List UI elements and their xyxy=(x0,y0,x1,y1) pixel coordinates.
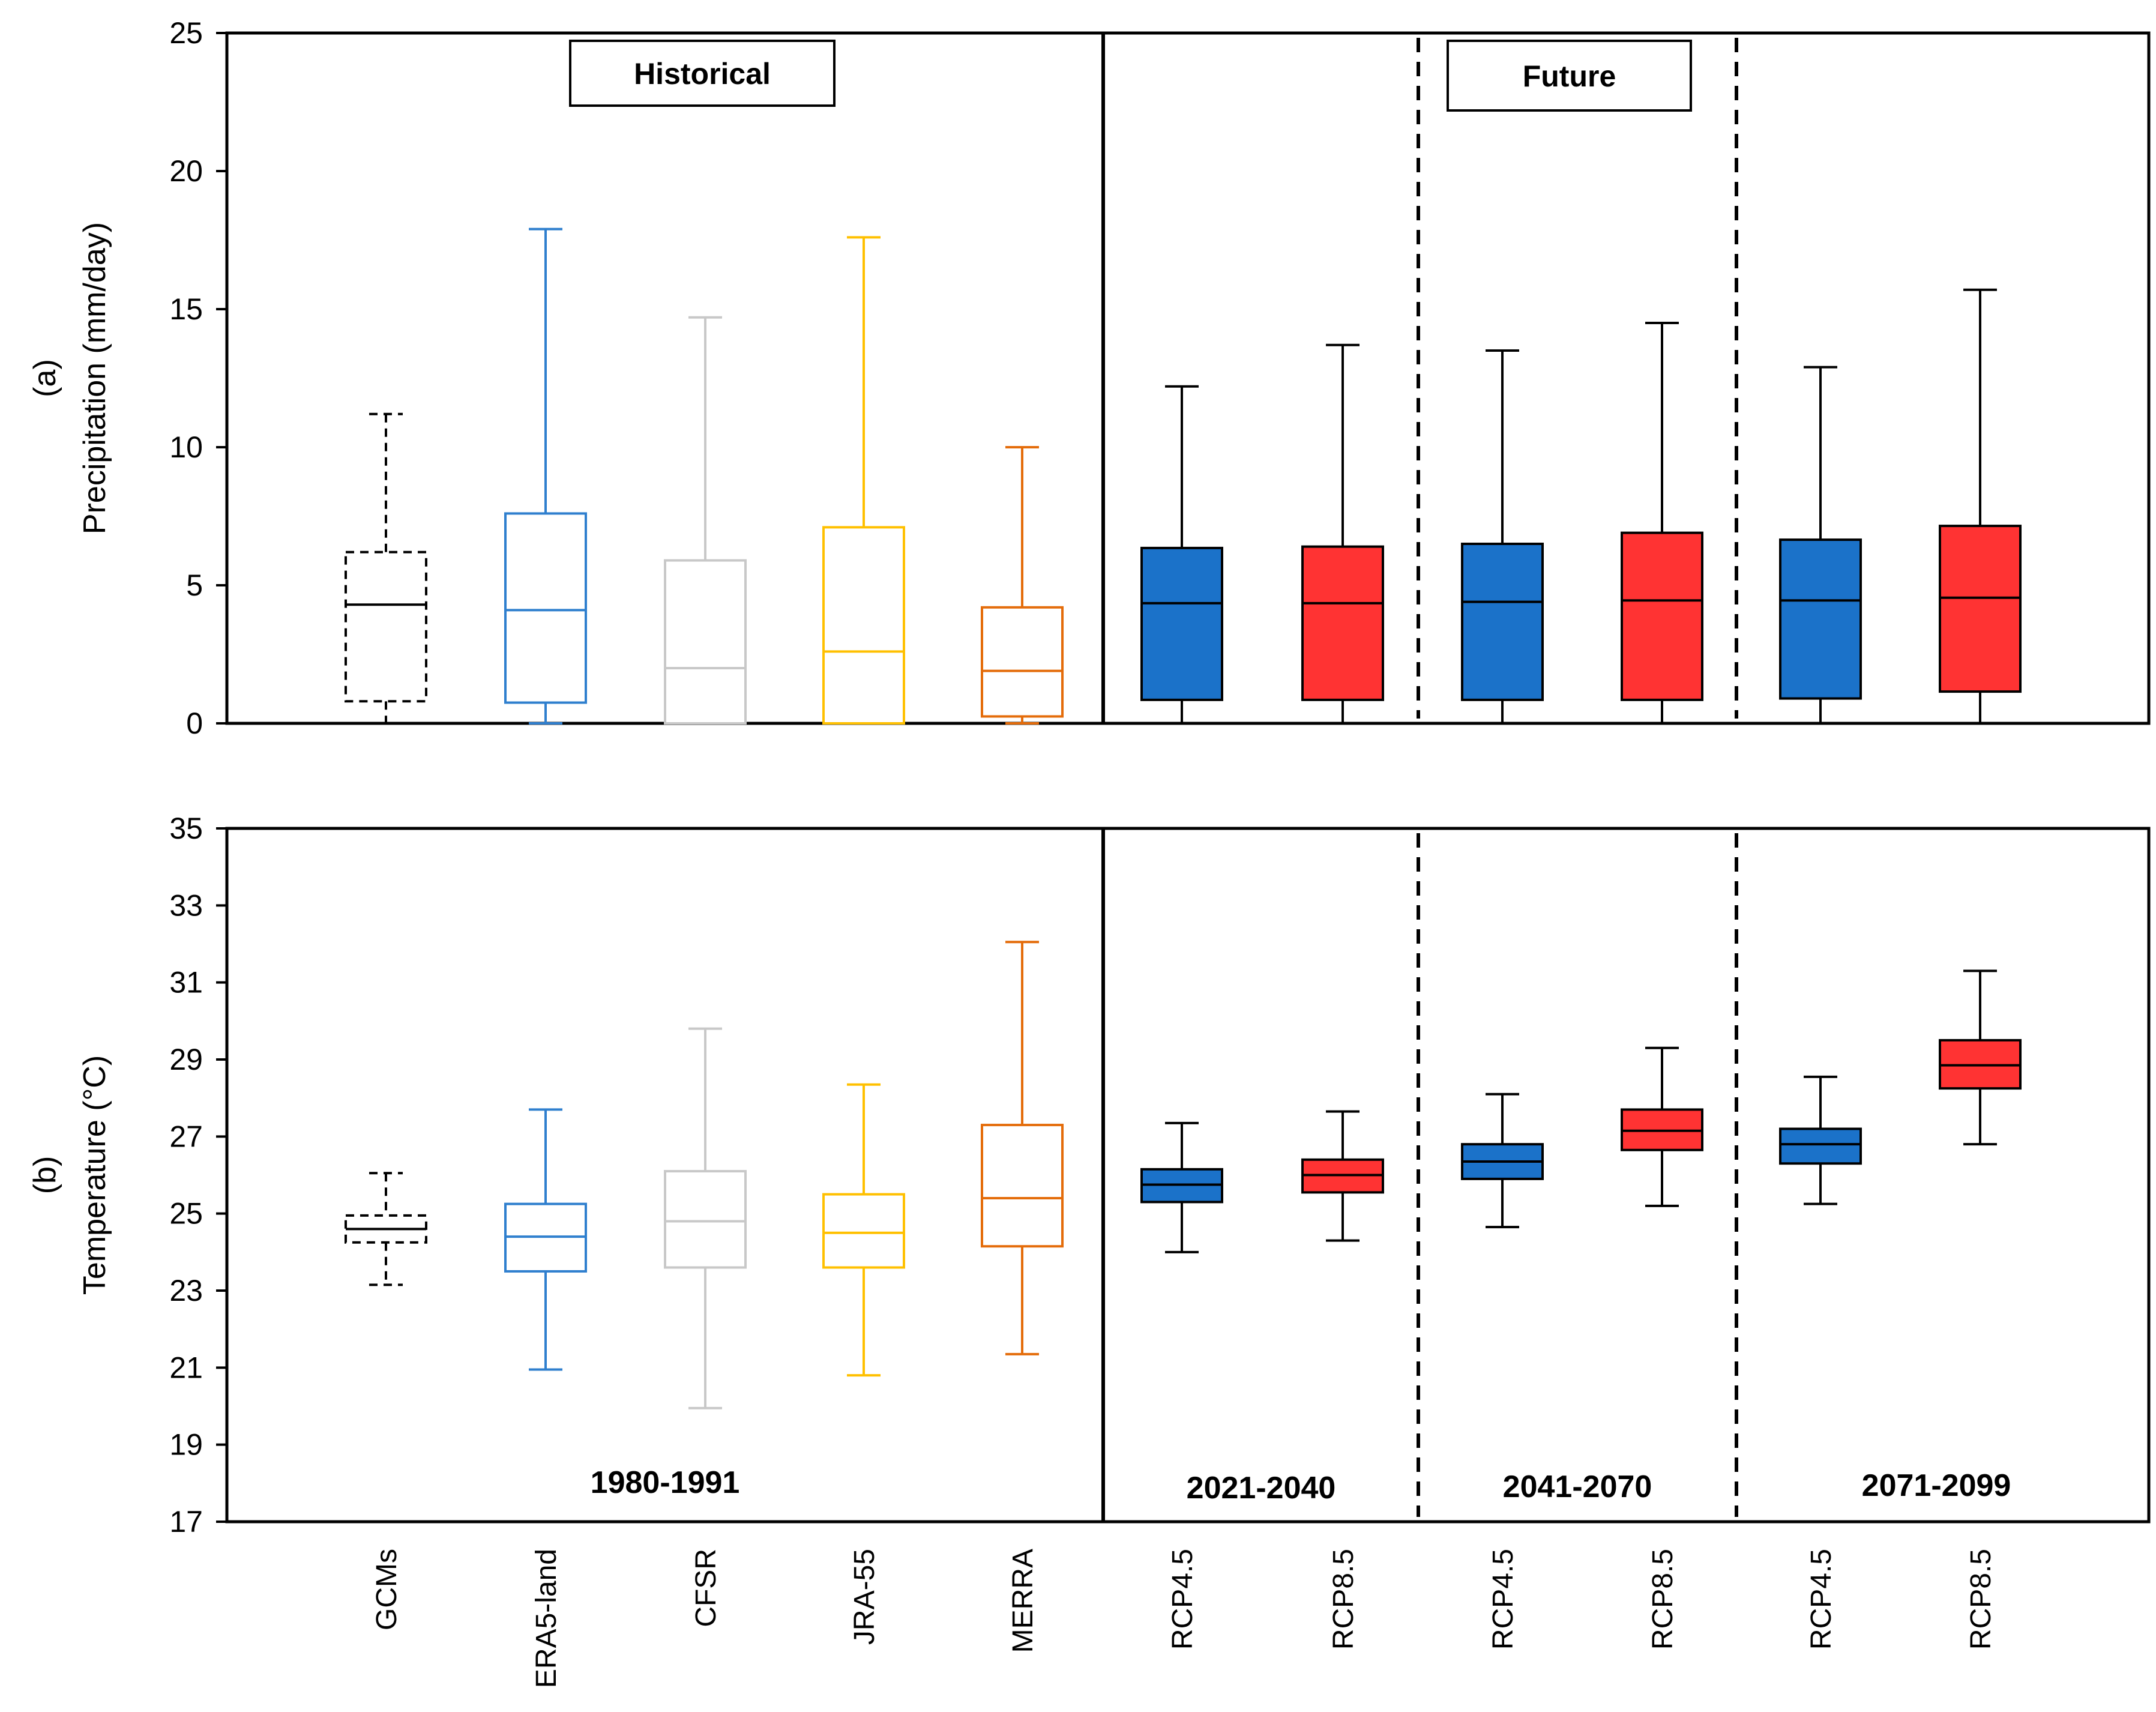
box-era5-land xyxy=(504,228,587,725)
period-title-box xyxy=(1447,40,1692,112)
y-tick-label: 23 xyxy=(169,1274,203,1307)
period-label: 2021-2040 xyxy=(1187,1471,1336,1506)
box-rcp4-5 xyxy=(1779,366,1862,725)
iqr-box xyxy=(1779,538,1862,700)
x-category-label: RCP4.5 xyxy=(1487,1549,1519,1650)
iqr-box xyxy=(981,606,1064,718)
x-category-label: GCMs xyxy=(371,1549,403,1630)
iqr-box xyxy=(345,550,427,703)
y-tick-label: 27 xyxy=(169,1120,203,1153)
iqr-box xyxy=(981,1124,1064,1248)
y-tick-label: 10 xyxy=(169,430,203,464)
iqr-box xyxy=(664,559,747,725)
panel-b: 17 19 21 23 25 27 29 31 33 35 (b) Temperature (°C) 1… xyxy=(28,812,2151,1539)
period-title-text: Historical xyxy=(634,57,771,91)
y-tick-label: 21 xyxy=(169,1351,203,1384)
iqr-box xyxy=(504,512,587,704)
x-category-label: RCP8.5 xyxy=(1647,1549,1679,1650)
box-rcp8-5 xyxy=(1939,969,2022,1146)
y-tick-label: 20 xyxy=(169,154,203,188)
y-tick-label: 17 xyxy=(169,1505,203,1539)
x-category-label: RCP8.5 xyxy=(1328,1549,1360,1650)
x-axis-categories: GCMs ERA5-land CFSR JRA-55 MERRA RCP4.5 RCP8.5… xyxy=(371,1549,1997,1688)
y-tick-label: 15 xyxy=(169,292,203,326)
period-label: 2071-2099 xyxy=(1862,1468,2011,1503)
box-cfsr xyxy=(664,1027,747,1409)
y-axis-title: Precipitation (mm/day) xyxy=(77,222,112,534)
y-tick-label: 33 xyxy=(169,888,203,922)
y-axis-title: Temperature (°C) xyxy=(77,1055,112,1295)
y-tick-label: 31 xyxy=(169,966,203,999)
iqr-box xyxy=(1461,543,1544,701)
y-tick-label: 35 xyxy=(169,812,203,845)
x-category-label: RCP4.5 xyxy=(1167,1549,1199,1650)
box-gcms xyxy=(345,412,427,725)
period-title-box xyxy=(569,40,836,107)
period-label: 1980-1991 xyxy=(591,1465,740,1500)
iqr-box xyxy=(664,1170,747,1269)
panel-label: (a) xyxy=(28,359,62,397)
iqr-box xyxy=(1621,531,1703,701)
box-rcp4-5 xyxy=(1779,1075,1862,1205)
iqr-box xyxy=(822,1193,905,1269)
panel-a: 0 5 10 15 20 25 (a) Precipitation (mm/day) Histo… xyxy=(28,16,2151,740)
box-rcp4-5 xyxy=(1461,349,1544,725)
x-category-label: MERRA xyxy=(1007,1549,1039,1653)
box-rcp4-5 xyxy=(1461,1093,1544,1229)
iqr-box xyxy=(1140,546,1223,701)
panel-label: (b) xyxy=(28,1156,62,1195)
y-tick-label: 29 xyxy=(169,1043,203,1076)
x-category-label: JRA-55 xyxy=(849,1549,881,1645)
x-category-label: CFSR xyxy=(690,1549,722,1627)
period-title-text: Future xyxy=(1523,59,1616,93)
box-rcp8-5 xyxy=(1939,288,2022,725)
iqr-box xyxy=(1779,1127,1862,1165)
iqr-box xyxy=(822,526,905,725)
y-tick-label: 5 xyxy=(186,568,203,602)
period-label: 2041-2070 xyxy=(1503,1469,1652,1504)
box-rcp8-5 xyxy=(1301,1110,1384,1242)
box-era5-land xyxy=(504,1108,587,1371)
box-rcp8-5 xyxy=(1621,322,1703,725)
box-rcp4-5 xyxy=(1140,1121,1223,1253)
x-category-label: RCP4.5 xyxy=(1805,1549,1837,1650)
box-merra xyxy=(981,446,1064,725)
box-rcp4-5 xyxy=(1140,385,1223,725)
y-tick-label: 25 xyxy=(169,1197,203,1231)
box-merra xyxy=(981,941,1064,1355)
y-tick-label: 0 xyxy=(186,707,203,740)
box-cfsr xyxy=(664,316,747,725)
y-tick-label: 25 xyxy=(169,16,203,50)
box-rcp8-5 xyxy=(1301,343,1384,725)
y-tick-label: 19 xyxy=(169,1428,203,1462)
x-category-label: RCP8.5 xyxy=(1965,1549,1997,1650)
x-category-label: ERA5-land xyxy=(531,1549,562,1688)
box-gcms xyxy=(345,1172,427,1286)
box-jra-55 xyxy=(822,236,905,725)
iqr-box xyxy=(1939,525,2022,693)
box-jra-55 xyxy=(822,1083,905,1377)
iqr-box xyxy=(1301,545,1384,701)
plot-frame xyxy=(225,827,2151,1524)
box-rcp8-5 xyxy=(1621,1046,1703,1207)
